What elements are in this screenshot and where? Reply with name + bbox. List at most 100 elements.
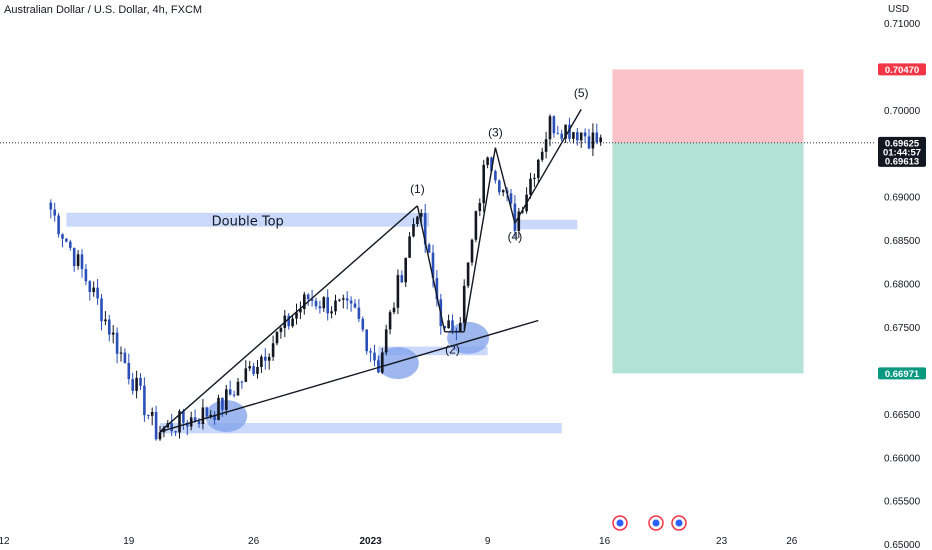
candle-body[interactable] bbox=[248, 366, 251, 369]
candle-body[interactable] bbox=[373, 352, 376, 361]
touch-circle[interactable] bbox=[447, 321, 490, 354]
stop-loss-zone[interactable] bbox=[612, 69, 804, 143]
candle-body[interactable] bbox=[591, 132, 595, 149]
candle-body[interactable] bbox=[365, 329, 368, 352]
candle-body[interactable] bbox=[244, 368, 248, 382]
candle-body[interactable] bbox=[568, 124, 571, 139]
candle-body[interactable] bbox=[217, 397, 220, 420]
candle-body[interactable] bbox=[123, 352, 127, 363]
zone-rect[interactable] bbox=[514, 219, 578, 230]
candle-body[interactable] bbox=[143, 385, 146, 416]
candle-body[interactable] bbox=[275, 331, 279, 344]
candle-body[interactable] bbox=[158, 432, 162, 440]
candle-body[interactable] bbox=[72, 247, 76, 267]
candle-body[interactable] bbox=[521, 211, 524, 213]
candle-body[interactable] bbox=[271, 343, 275, 357]
candle-body[interactable] bbox=[150, 411, 154, 416]
candle-body[interactable] bbox=[225, 389, 228, 410]
candle-body[interactable] bbox=[576, 132, 579, 141]
candle-body[interactable] bbox=[193, 417, 197, 422]
candle-body[interactable] bbox=[396, 275, 400, 308]
candle-body[interactable] bbox=[459, 322, 462, 332]
candle-body[interactable] bbox=[462, 285, 466, 323]
candle-body[interactable] bbox=[353, 303, 357, 308]
touch-circle[interactable] bbox=[376, 347, 419, 380]
take-profit-zone[interactable] bbox=[612, 142, 804, 374]
candle-body[interactable] bbox=[100, 298, 103, 322]
candle-body[interactable] bbox=[560, 133, 563, 139]
candle-body[interactable] bbox=[135, 377, 138, 391]
candle-body[interactable] bbox=[587, 136, 591, 149]
candle-body[interactable] bbox=[377, 360, 380, 373]
trend-line[interactable] bbox=[463, 147, 497, 332]
candle-body[interactable] bbox=[544, 139, 548, 152]
candle-body[interactable] bbox=[388, 312, 392, 330]
candle-body[interactable] bbox=[115, 332, 119, 354]
candle-body[interactable] bbox=[92, 287, 95, 293]
candle-body[interactable] bbox=[431, 252, 435, 279]
candle-body[interactable] bbox=[295, 312, 298, 319]
zone-rect[interactable] bbox=[66, 212, 430, 227]
candle-body[interactable] bbox=[174, 431, 177, 433]
candle-body[interactable] bbox=[213, 414, 216, 420]
candle-body[interactable] bbox=[236, 381, 240, 396]
candle-body[interactable] bbox=[342, 298, 345, 300]
current-price-badge[interactable] bbox=[878, 136, 926, 167]
candle-body[interactable] bbox=[451, 320, 454, 331]
candle-body[interactable] bbox=[412, 224, 415, 237]
candle-body[interactable] bbox=[423, 213, 427, 245]
candle-body[interactable] bbox=[264, 356, 267, 361]
candle-body[interactable] bbox=[361, 318, 365, 330]
candle-body[interactable] bbox=[486, 157, 489, 165]
candle-body[interactable] bbox=[111, 332, 115, 335]
candle-body[interactable] bbox=[322, 297, 326, 309]
candle-body[interactable] bbox=[579, 132, 583, 141]
candle-body[interactable] bbox=[205, 407, 209, 417]
candle-body[interactable] bbox=[201, 407, 205, 425]
candle-body[interactable] bbox=[119, 352, 123, 354]
candle-body[interactable] bbox=[474, 211, 478, 240]
candle-body[interactable] bbox=[108, 319, 111, 335]
candle-body[interactable] bbox=[408, 236, 411, 258]
candle-body[interactable] bbox=[80, 254, 84, 270]
candle-body[interactable] bbox=[330, 311, 333, 314]
candle-body[interactable] bbox=[139, 377, 142, 386]
candle-body[interactable] bbox=[65, 238, 68, 242]
candle-body[interactable] bbox=[384, 329, 388, 353]
candle-body[interactable] bbox=[595, 132, 599, 143]
candle-body[interactable] bbox=[338, 299, 341, 301]
candle-body[interactable] bbox=[127, 362, 131, 380]
candle-body[interactable] bbox=[260, 356, 263, 367]
target-badge[interactable] bbox=[878, 367, 926, 380]
candle-body[interactable] bbox=[529, 178, 532, 195]
candle-body[interactable] bbox=[564, 124, 567, 139]
zone-rect[interactable] bbox=[160, 423, 562, 434]
candle-body[interactable] bbox=[299, 308, 302, 313]
candle-body[interactable] bbox=[420, 213, 423, 217]
candle-body[interactable] bbox=[178, 411, 181, 433]
candle-body[interactable] bbox=[221, 397, 224, 410]
candle-body[interactable] bbox=[326, 297, 329, 314]
candle-body[interactable] bbox=[104, 319, 107, 322]
candle-body[interactable] bbox=[49, 202, 53, 210]
candle-body[interactable] bbox=[131, 379, 134, 391]
candle-body[interactable] bbox=[232, 394, 236, 396]
candle-body[interactable] bbox=[61, 234, 64, 239]
candle-body[interactable] bbox=[455, 330, 458, 332]
candle-body[interactable] bbox=[228, 389, 232, 395]
candle-body[interactable] bbox=[540, 151, 544, 160]
candle-body[interactable] bbox=[310, 299, 314, 301]
candle-body[interactable] bbox=[552, 116, 556, 134]
stop-badge[interactable] bbox=[878, 63, 926, 76]
candle-body[interactable] bbox=[548, 116, 552, 140]
candle-body[interactable] bbox=[197, 421, 201, 425]
candle-body[interactable] bbox=[306, 294, 310, 300]
trend-line[interactable] bbox=[159, 319, 539, 433]
candle-body[interactable] bbox=[256, 366, 259, 374]
candle-body[interactable] bbox=[53, 209, 56, 216]
candle-body[interactable] bbox=[182, 411, 185, 423]
candle-body[interactable] bbox=[513, 203, 517, 231]
candle-body[interactable] bbox=[57, 215, 60, 235]
candle-body[interactable] bbox=[447, 320, 450, 329]
